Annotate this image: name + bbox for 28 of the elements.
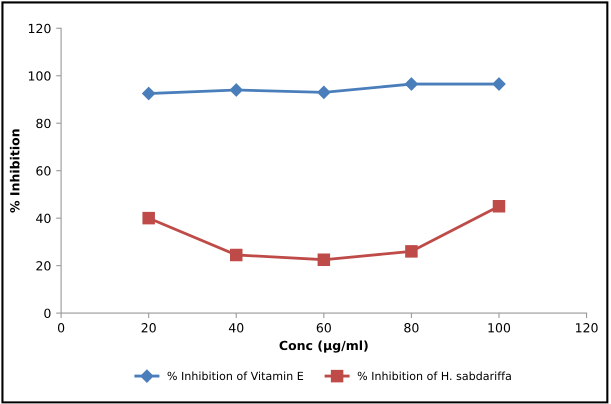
- x-tick-label: 0: [58, 323, 64, 332]
- x-tick-label: 80: [404, 323, 419, 332]
- y-axis-title: % Inhibition: [10, 129, 20, 213]
- legend-label: % Inhibition of H. sabdariffa: [358, 372, 511, 380]
- point: [317, 86, 330, 99]
- point: [230, 83, 243, 97]
- y-tick-label: 20: [36, 261, 51, 271]
- x-tick-label: 100: [488, 323, 510, 332]
- y-tick-label: 80: [36, 118, 51, 128]
- point: [405, 245, 418, 258]
- point: [492, 200, 506, 213]
- point: [492, 77, 506, 91]
- point: [318, 253, 330, 266]
- legend-label: % Inhibition of Vitamin E: [168, 372, 304, 380]
- y-tick-label: 120: [28, 24, 51, 34]
- y-tick-label: 100: [28, 71, 51, 81]
- point: [404, 77, 418, 91]
- y-tick-label: 0: [44, 308, 51, 318]
- point: [230, 248, 243, 262]
- x-tick-label: 20: [142, 323, 156, 332]
- x-axis-title: Conc (µg/ml): [280, 340, 368, 353]
- point: [142, 212, 155, 224]
- x-tick-label: 40: [228, 323, 244, 332]
- x-tick-label: 120: [576, 323, 598, 332]
- y-tick-label: 60: [36, 166, 51, 176]
- point: [142, 86, 156, 100]
- y-tick-label: 40: [36, 214, 51, 224]
- x-tick-label: 60: [316, 323, 331, 332]
